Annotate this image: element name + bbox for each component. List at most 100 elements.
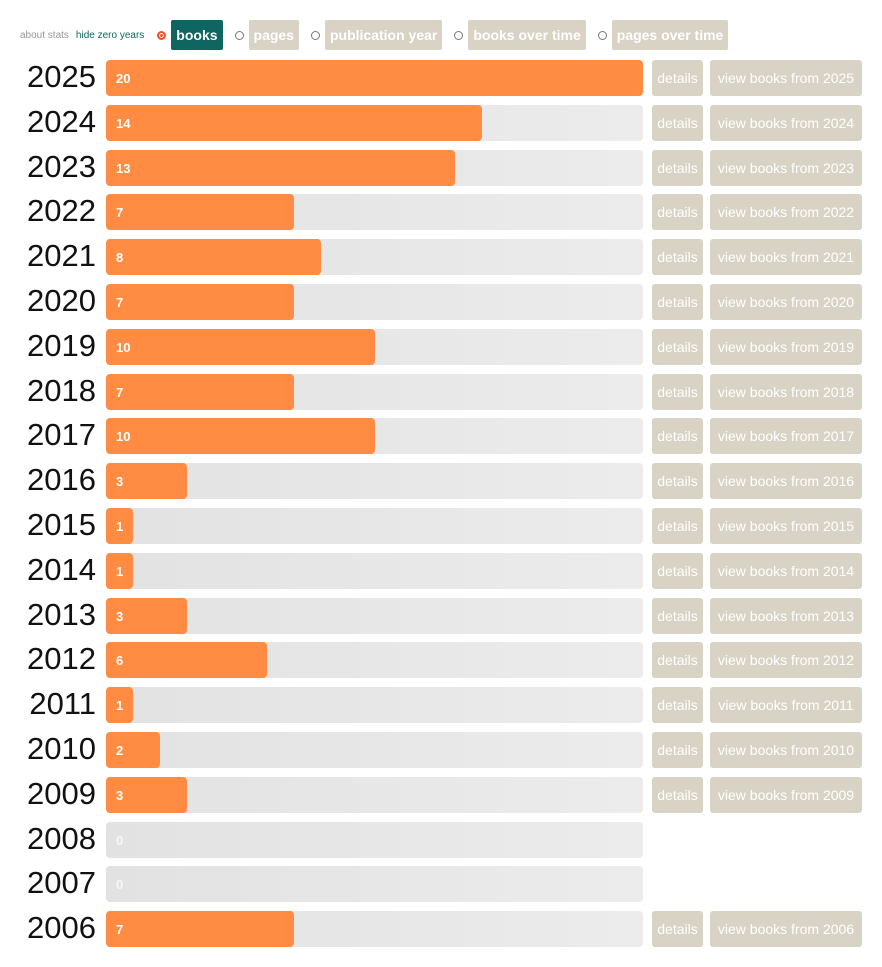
option-button[interactable]: pages	[248, 20, 299, 50]
option-button[interactable]: pages over time	[611, 20, 729, 50]
view-books-button[interactable]: view books from 2010	[710, 732, 862, 768]
details-button[interactable]: details	[652, 508, 703, 544]
bar	[106, 911, 294, 948]
bar-track	[106, 866, 643, 903]
year-label: 2016	[27, 462, 96, 498]
year-label: 2025	[27, 59, 96, 94]
year-label: 2006	[27, 910, 96, 946]
value-label: 0	[116, 832, 124, 848]
view-books-button[interactable]: view books from 2006	[710, 911, 862, 948]
year-label: 2010	[27, 731, 96, 766]
view-books-button[interactable]: view books from 2023	[710, 149, 862, 186]
details-button[interactable]: details	[652, 328, 703, 365]
view-books-button[interactable]: view books from 2020	[710, 284, 862, 320]
bar	[106, 776, 187, 813]
value-label: 14	[116, 115, 131, 131]
view-books-button[interactable]: view books from 2009	[710, 776, 862, 813]
details-button[interactable]: details	[652, 194, 703, 231]
hide-zero-link[interactable]: hide zero years	[75, 29, 145, 41]
details-button[interactable]: details	[652, 642, 703, 679]
value-label: 6	[116, 653, 124, 669]
details-button[interactable]: details	[652, 552, 703, 589]
details-button[interactable]: details	[652, 239, 703, 276]
details-button[interactable]: details	[652, 463, 703, 500]
year-label: 2011	[29, 686, 96, 722]
view-books-button[interactable]: view books from 2015	[710, 508, 862, 544]
view-books-button[interactable]: view books from 2012	[710, 642, 862, 679]
year-label: 2022	[27, 193, 96, 229]
details-button[interactable]: details	[652, 732, 703, 768]
radio[interactable]	[157, 30, 167, 40]
value-label: 3	[116, 474, 124, 490]
details-button[interactable]: details	[652, 60, 703, 96]
view-books-button[interactable]: view books from 2025	[710, 60, 862, 96]
radio[interactable]	[454, 30, 464, 40]
view-books-button[interactable]: view books from 2013	[710, 597, 862, 634]
details-button[interactable]: details	[652, 597, 703, 634]
view-books-button[interactable]: view books from 2022	[710, 194, 862, 231]
about-link[interactable]: about stats	[20, 29, 69, 41]
year-label: 2018	[27, 372, 96, 408]
value-label: 7	[116, 295, 124, 310]
value-label: 1	[116, 698, 124, 714]
value-label: 7	[116, 922, 124, 938]
details-button[interactable]: details	[652, 776, 703, 813]
year-label: 2023	[27, 148, 96, 184]
view-books-button[interactable]: view books from 2021	[710, 239, 862, 276]
details-button[interactable]: details	[652, 687, 703, 724]
bar	[106, 418, 375, 455]
year-label: 2009	[27, 775, 96, 811]
bar	[106, 284, 294, 320]
bar-track	[106, 776, 643, 813]
value-label: 8	[116, 250, 124, 266]
year-label: 2024	[27, 103, 96, 139]
bar-track	[106, 732, 643, 768]
bar	[106, 508, 133, 544]
value-label: 1	[116, 563, 124, 579]
option-button[interactable]: books	[171, 20, 223, 50]
view-books-button[interactable]: view books from 2018	[710, 373, 862, 410]
bar	[106, 597, 187, 634]
view-books-button[interactable]: view books from 2014	[710, 552, 862, 589]
bar-track	[106, 552, 643, 589]
view-books-button[interactable]: view books from 2016	[710, 463, 862, 500]
details-button[interactable]: details	[652, 284, 703, 320]
option-button[interactable]: publication year	[325, 20, 443, 50]
value-label: 2	[116, 743, 124, 758]
bar	[106, 642, 268, 679]
view-books-button[interactable]: view books from 2011	[710, 687, 862, 724]
year-label: 2015	[27, 507, 96, 542]
bar	[106, 149, 456, 186]
value-label: 3	[116, 608, 124, 624]
details-button[interactable]: details	[652, 418, 703, 455]
details-button[interactable]: details	[652, 911, 703, 948]
details-button[interactable]: details	[652, 373, 703, 410]
bar	[106, 463, 187, 500]
details-button[interactable]: details	[652, 104, 703, 141]
year-label: 2019	[27, 327, 96, 363]
bar	[106, 328, 375, 365]
view-books-button[interactable]: view books from 2024	[710, 104, 862, 141]
option-button[interactable]: books over time	[468, 20, 586, 50]
bar	[106, 732, 160, 768]
bar-track	[106, 508, 643, 544]
radio[interactable]	[597, 30, 607, 40]
bar	[106, 687, 133, 724]
year-label: 2020	[27, 283, 96, 318]
year-label: 2007	[27, 865, 96, 901]
bar	[106, 373, 294, 410]
year-label: 2017	[27, 417, 96, 453]
details-button[interactable]: details	[652, 149, 703, 186]
radio[interactable]	[234, 30, 244, 40]
view-books-button[interactable]: view books from 2019	[710, 328, 862, 365]
value-label: 13	[116, 160, 131, 176]
value-label: 0	[116, 877, 124, 893]
value-label: 10	[116, 429, 131, 445]
radio[interactable]	[311, 30, 320, 40]
year-label: 2021	[27, 238, 96, 274]
value-label: 7	[116, 384, 124, 400]
value-label: 7	[116, 205, 124, 221]
value-label: 3	[116, 787, 124, 803]
view-books-button[interactable]: view books from 2017	[710, 418, 862, 455]
